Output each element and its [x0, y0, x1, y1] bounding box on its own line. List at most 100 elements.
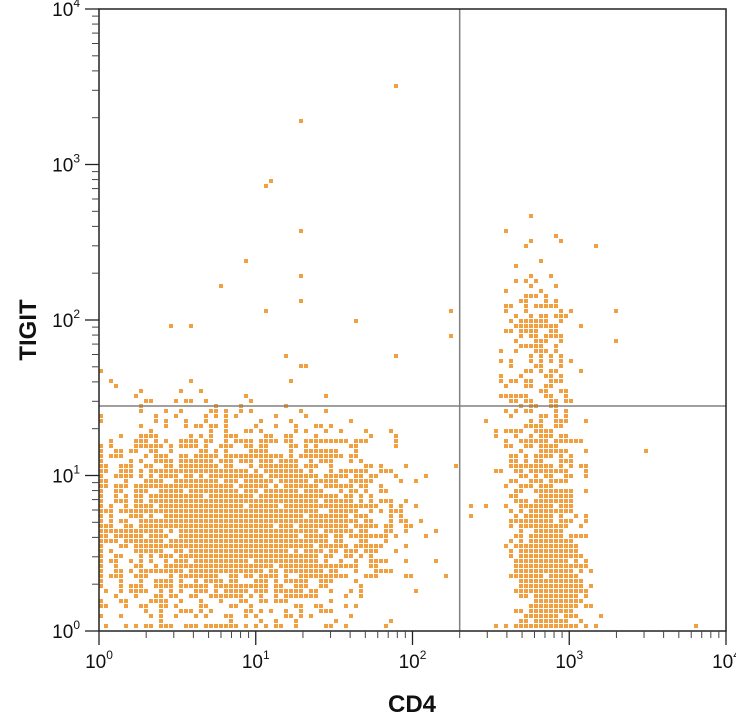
event-dot	[114, 534, 118, 538]
event-dot	[529, 534, 533, 538]
event-dot	[144, 624, 148, 628]
event-dot	[179, 454, 183, 458]
event-dot	[189, 469, 193, 473]
event-dot	[114, 564, 118, 568]
event-dot	[374, 559, 378, 563]
event-dot	[274, 504, 278, 508]
event-dot	[549, 469, 553, 473]
event-dot	[554, 329, 558, 333]
event-dot	[559, 339, 563, 343]
event-dot	[544, 304, 548, 308]
event-dot	[514, 459, 518, 463]
event-dot	[524, 299, 528, 303]
event-dot	[99, 564, 103, 568]
event-dot	[299, 569, 303, 573]
event-dot	[319, 569, 323, 573]
event-dot	[539, 429, 543, 433]
event-dot	[194, 524, 198, 528]
event-dot	[344, 604, 348, 608]
event-dot	[179, 469, 183, 473]
event-dot	[339, 524, 343, 528]
event-dot	[174, 479, 178, 483]
event-dot	[299, 614, 303, 618]
event-dot	[514, 339, 518, 343]
event-dot	[254, 564, 258, 568]
event-dot	[229, 454, 233, 458]
event-dot	[399, 479, 403, 483]
event-dot	[214, 534, 218, 538]
event-dot	[284, 554, 288, 558]
event-dot	[99, 584, 103, 588]
event-dot	[289, 519, 293, 523]
event-dot	[529, 324, 533, 328]
event-dot	[579, 579, 583, 583]
event-dot	[209, 479, 213, 483]
event-dot	[269, 574, 273, 578]
event-dot	[189, 399, 193, 403]
event-dot	[314, 519, 318, 523]
event-dot	[99, 549, 103, 553]
event-dot	[304, 499, 308, 503]
event-dot	[284, 529, 288, 533]
event-dot	[334, 564, 338, 568]
event-dot	[224, 424, 228, 428]
event-dot	[544, 394, 548, 398]
event-dot	[569, 599, 573, 603]
event-dot	[534, 584, 538, 588]
event-dot	[349, 564, 353, 568]
event-dot	[554, 334, 558, 338]
event-dot	[534, 519, 538, 523]
event-dot	[344, 474, 348, 478]
event-dot	[519, 324, 523, 328]
event-dot	[204, 449, 208, 453]
event-dot	[314, 494, 318, 498]
event-dot	[169, 509, 173, 513]
event-dot	[174, 549, 178, 553]
event-dot	[284, 484, 288, 488]
event-dot	[234, 524, 238, 528]
event-dot	[334, 474, 338, 478]
event-dot	[164, 454, 168, 458]
event-dot	[584, 594, 588, 598]
event-dot	[564, 569, 568, 573]
event-dot	[544, 579, 548, 583]
event-dot	[204, 504, 208, 508]
event-dot	[584, 474, 588, 478]
event-dot	[254, 624, 258, 628]
event-dot	[544, 449, 548, 453]
event-dot	[529, 384, 533, 388]
event-dot	[299, 564, 303, 568]
event-dot	[199, 569, 203, 573]
event-dot	[189, 574, 193, 578]
event-dot	[514, 494, 518, 498]
event-dot	[244, 564, 248, 568]
event-dot	[119, 469, 123, 473]
event-dot	[519, 544, 523, 548]
event-dot	[569, 539, 573, 543]
event-dot	[229, 624, 233, 628]
event-dot	[189, 564, 193, 568]
event-dot	[539, 529, 543, 533]
event-dot	[544, 439, 548, 443]
event-dot	[349, 419, 353, 423]
event-dot	[569, 509, 573, 513]
event-dot	[579, 569, 583, 573]
event-dot	[239, 484, 243, 488]
event-dot	[354, 444, 358, 448]
event-dot	[194, 559, 198, 563]
event-dot	[509, 459, 513, 463]
event-dot	[509, 549, 513, 553]
event-dot	[579, 324, 583, 328]
event-dot	[159, 504, 163, 508]
event-dot	[354, 319, 358, 323]
event-dot	[244, 584, 248, 588]
event-dot	[304, 534, 308, 538]
event-dot	[309, 504, 313, 508]
event-dot	[254, 519, 258, 523]
event-dot	[134, 624, 138, 628]
event-dot	[329, 519, 333, 523]
event-dot	[434, 529, 438, 533]
event-dot	[269, 454, 273, 458]
event-dot	[569, 554, 573, 558]
event-dot	[304, 444, 308, 448]
